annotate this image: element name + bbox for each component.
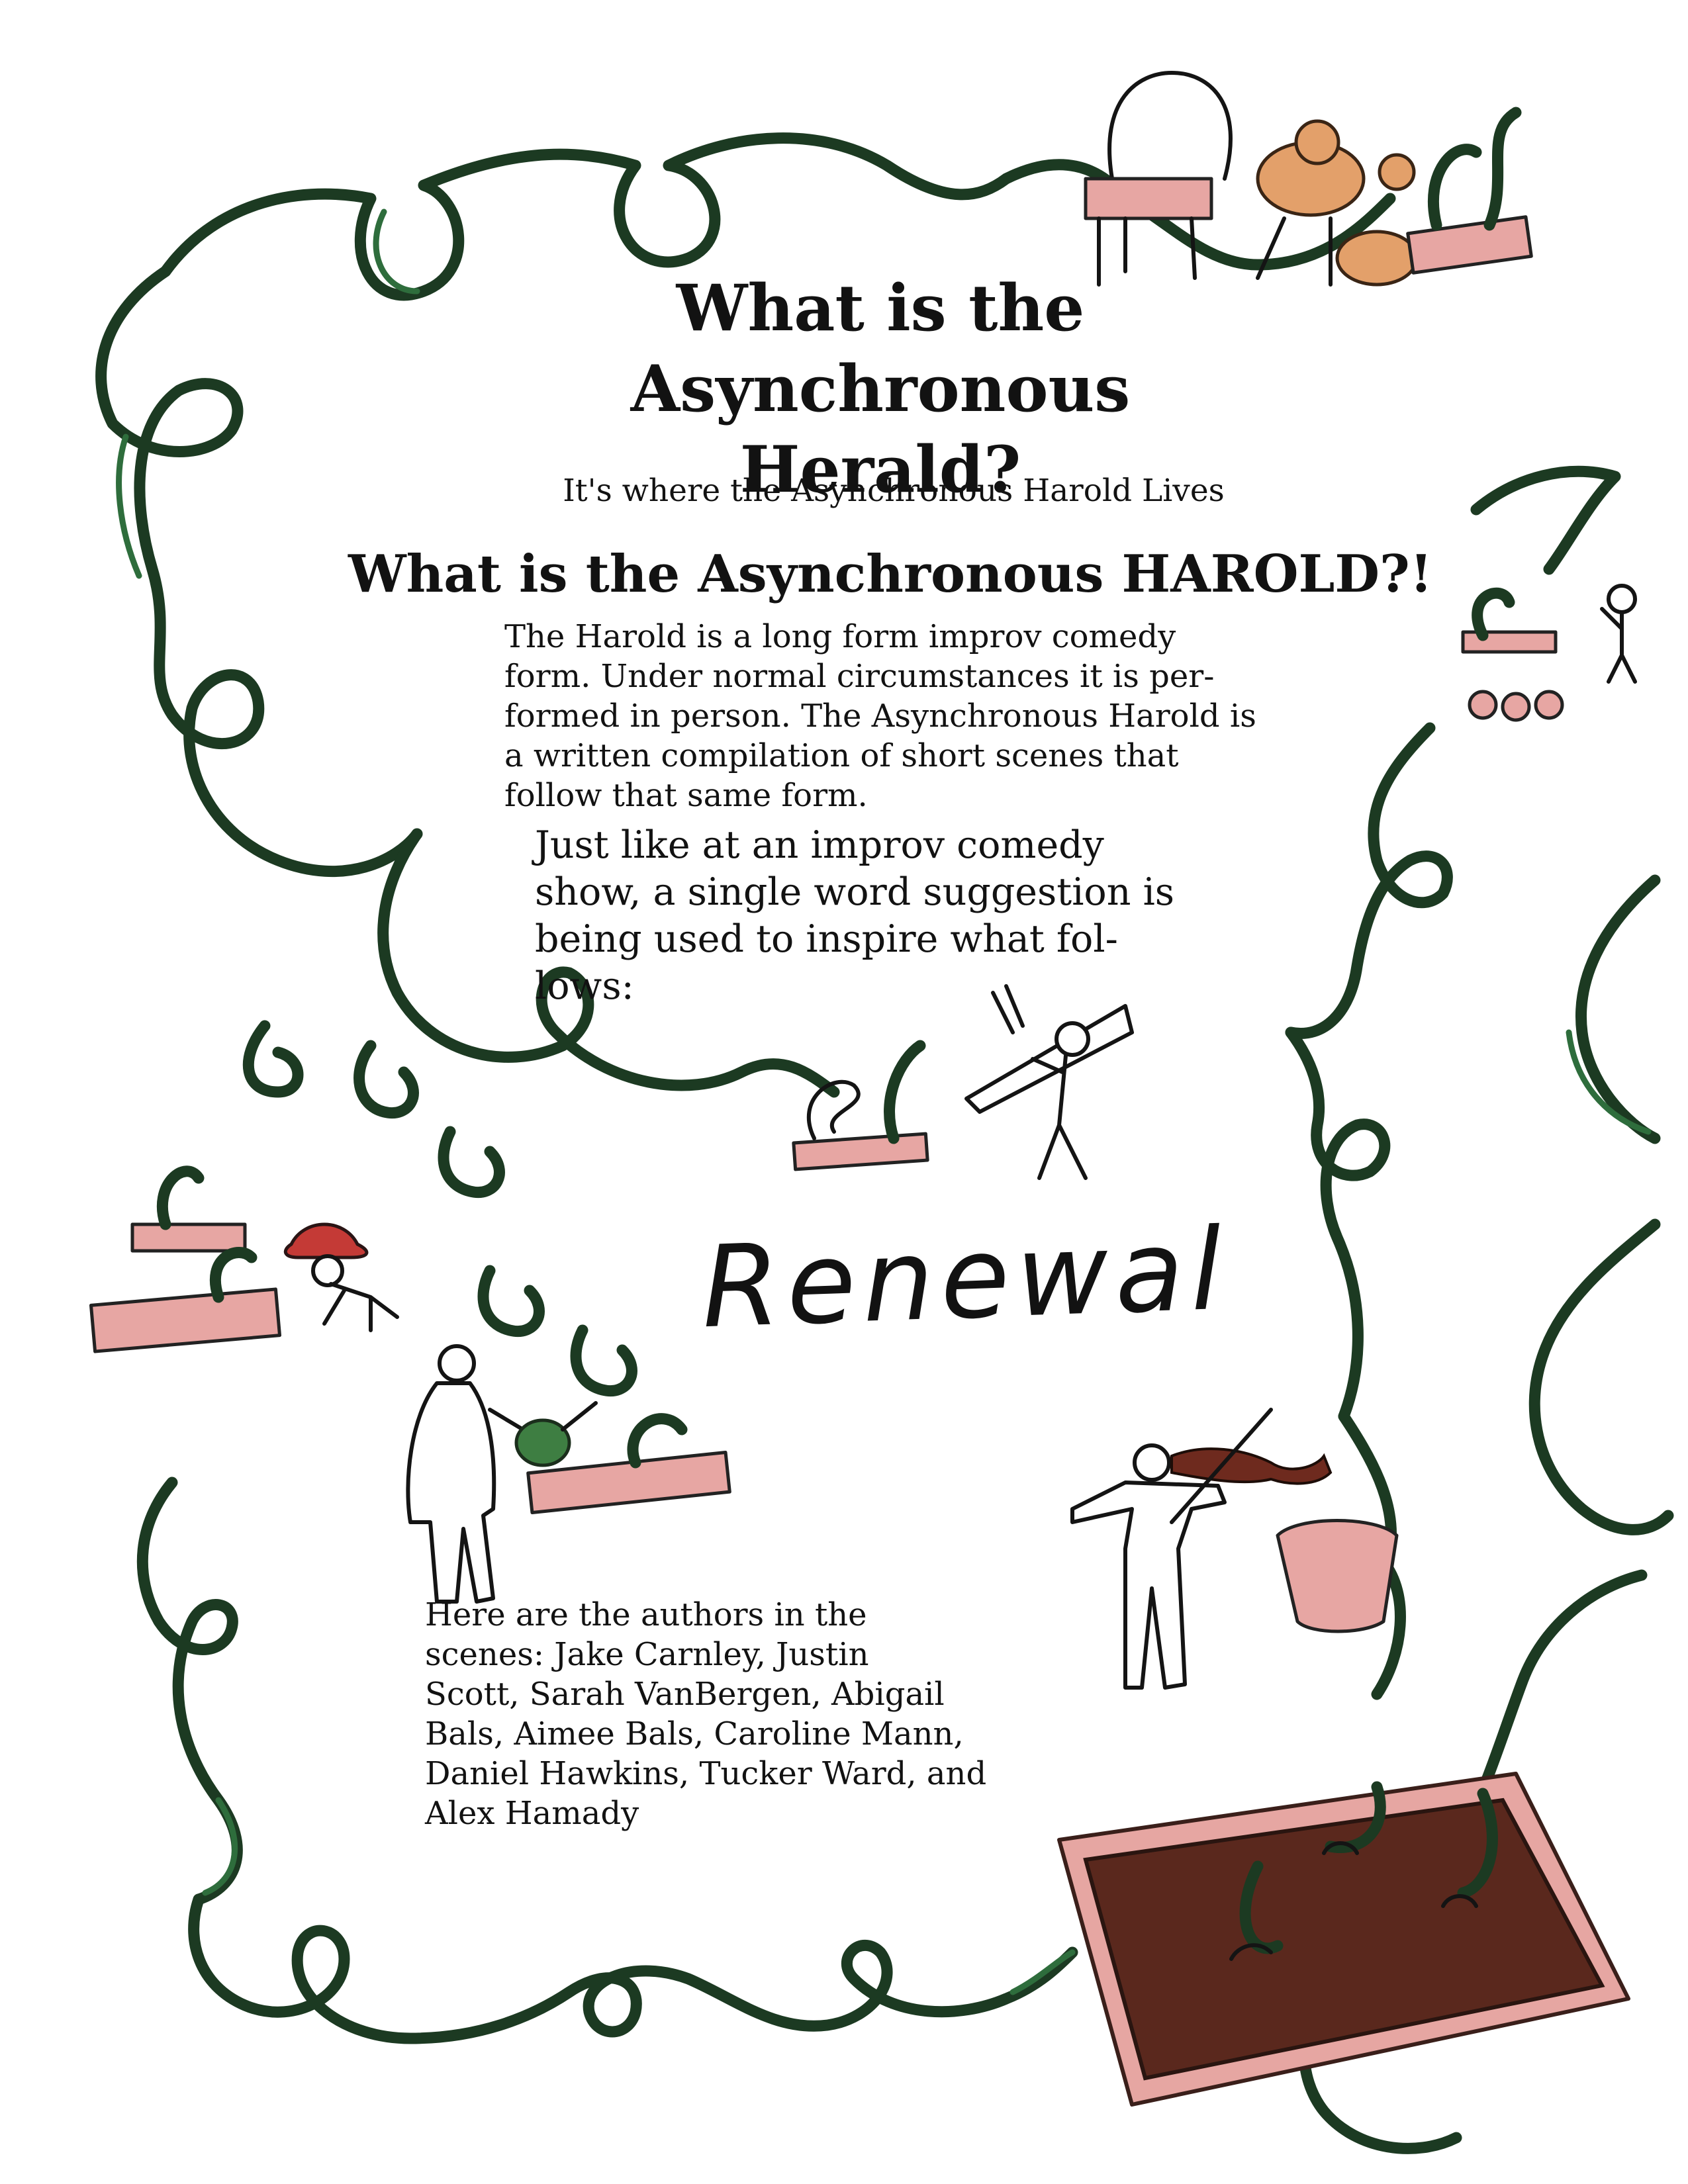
trellis-table-drawing <box>1084 71 1233 287</box>
planter-top-right <box>1406 107 1533 275</box>
soil-planter-drawing <box>1057 1772 1630 2107</box>
suggestion-word: Renewal <box>699 1204 1231 1354</box>
intro-paragraph: The Harold is a long form improv comedy … <box>504 618 1256 814</box>
suggestion-paragraph: Just like at an improv comedy show, a si… <box>535 823 1175 1008</box>
foxes-drawing <box>1256 119 1419 287</box>
artist-easel-drawing <box>792 984 1134 1180</box>
planters-left-drawing <box>89 1165 399 1353</box>
gardener-scissors-drawing <box>1461 584 1637 722</box>
authors-paragraph: Here are the authors in the scenes: Jake… <box>425 1596 987 1832</box>
page-subtitle: It's where the Asynchronous Harold Lives <box>563 473 1225 509</box>
violinist-drawing <box>1070 1408 1399 1690</box>
person-watering-drawing <box>406 1344 731 1604</box>
section-heading: What is the Asynchronous HAROLD?! <box>348 544 1432 604</box>
page-title: What is the Asynchronous Herald? <box>630 271 1131 507</box>
